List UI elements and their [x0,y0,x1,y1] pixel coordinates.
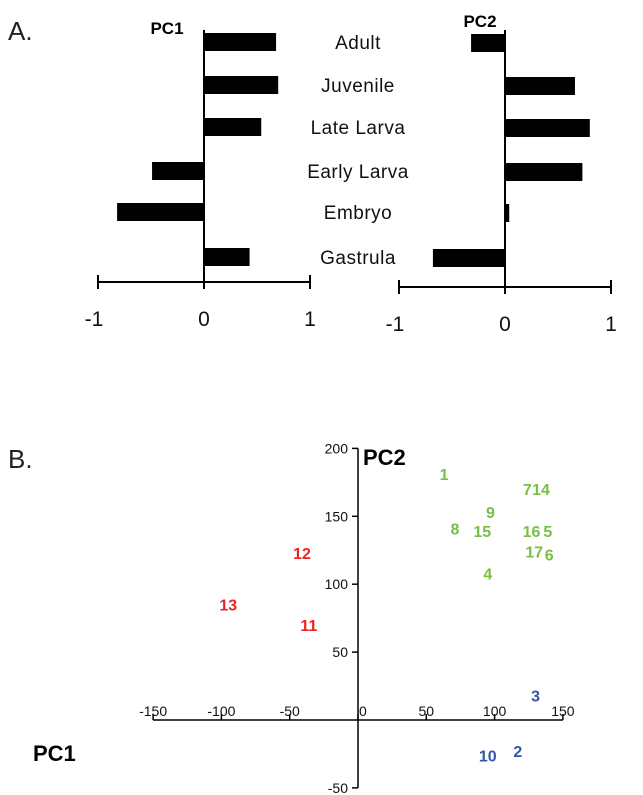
pc1-bar-late-larva [204,118,262,136]
category-label: Early Larva [307,162,409,183]
x-tick-label: 100 [483,703,507,719]
scatter-point-16: 16 [523,524,541,541]
scatter-point-4: 4 [483,566,492,583]
scatter-point-14: 14 [532,482,550,499]
x-tick-label: -150 [139,703,167,719]
category-label: Embryo [324,203,392,224]
x-tick-label: 150 [551,703,575,719]
pc2-bar-late-larva [505,119,590,137]
category-label: Gastrula [320,248,396,269]
scatter-x-title: PC1 [33,741,76,766]
scatter-point-13: 13 [219,598,237,615]
y-tick-label: 100 [325,576,349,592]
scatter-point-12: 12 [293,546,311,563]
scatter-point-3: 3 [531,689,540,706]
scatter-point-1: 1 [440,467,449,484]
pc1-bar-adult [204,33,277,51]
pc2-bar-adult [471,34,505,52]
pc2-tick-label: -1 [386,313,405,336]
pc1-chart: PC1 -1 0 1 [85,19,316,331]
scatter-point-9: 9 [486,505,495,522]
panel-b-label: B. [8,444,33,474]
category-label: Late Larva [311,118,406,139]
pc2-title: PC2 [463,12,496,31]
scatter-y-title: PC2 [363,445,406,470]
pc1-tick-label: 1 [304,308,316,331]
pc1-tick-label: -1 [85,308,104,331]
panel-a-label: A. [8,16,33,46]
scatter-point-10: 10 [479,748,497,765]
x-tick-label: -100 [207,703,235,719]
x-tick-label: 0 [359,703,367,719]
y-tick-label: 150 [325,508,349,524]
pc2-bar-embryo [505,204,510,222]
pc1-title: PC1 [150,19,183,38]
pc1-bar-gastrula [204,248,250,266]
pc2-tick-label: 1 [605,313,617,336]
x-tick-label: -50 [280,703,300,719]
scatter-point-7: 7 [523,482,532,499]
scatter-point-11: 11 [300,618,317,635]
scatter-point-8: 8 [451,522,460,539]
pc2-bar-juvenile [505,77,575,95]
pc2-tick-label: 0 [499,313,511,336]
pc2-bar-gastrula [432,249,505,267]
scatter-point-15: 15 [473,524,491,541]
scatter-point-5: 5 [543,524,552,541]
category-label: Juvenile [321,76,395,97]
y-tick-label: 200 [325,440,349,456]
panel-b-scatter-plot: -50 50 100 150 200 -150 -100 -50 0 50 100 150 PC2 PC1… [33,440,575,795]
pc1-tick-label: 0 [198,308,210,331]
pc1-bar-early-larva [152,162,204,180]
scatter-point-17: 17 [525,545,543,562]
y-tick-label: 50 [332,644,348,660]
pc2-bar-early-larva [505,163,583,181]
category-label: Adult [335,33,381,54]
pc1-bar-embryo [117,203,204,221]
scatter-point-6: 6 [545,547,554,564]
scatter-point-2: 2 [513,744,522,761]
panel-a-bar-charts: PC1 -1 0 1 PC2 -1 0 1 Adult Juvenile Late Larva Ear… [85,12,617,336]
x-tick-label: 50 [419,703,435,719]
pc1-bar-juvenile [204,76,279,94]
y-tick-label: -50 [328,780,348,795]
pc2-chart: PC2 -1 0 1 [386,12,617,336]
